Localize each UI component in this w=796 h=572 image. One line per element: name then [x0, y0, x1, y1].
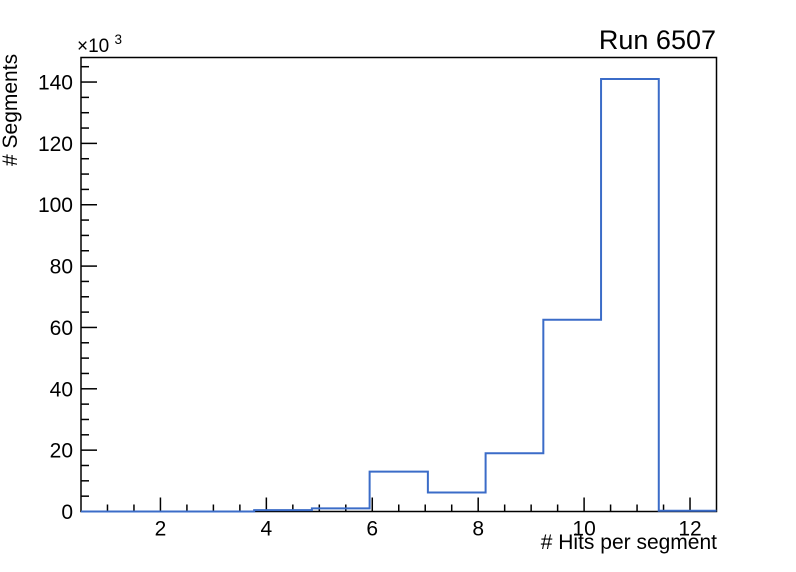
x-tick-label: 8 — [472, 518, 484, 541]
x-tick-label: 6 — [366, 518, 378, 541]
y-axis-title: # Segments — [0, 54, 22, 166]
plot-frame-group — [80, 56, 718, 513]
y-tick-label: 20 — [50, 440, 73, 463]
x-tick-label: 12 — [678, 518, 701, 541]
y-axis-multiplier-exponent: 3 — [115, 32, 123, 47]
histogram-series-group — [81, 77, 717, 513]
x-tick-label: 10 — [572, 518, 595, 541]
y-tick-label: 60 — [50, 317, 73, 340]
y-tick-label: 80 — [50, 256, 73, 279]
plot-frame — [80, 56, 718, 513]
y-tick-label: 0 — [61, 501, 73, 524]
y-axis-multiplier-base: ×10 — [77, 36, 109, 57]
x-tick-label: 2 — [155, 518, 167, 541]
y-tick-label: 100 — [38, 194, 73, 217]
y-tick-label: 120 — [38, 133, 73, 156]
axis-ticks-group — [81, 65, 691, 513]
x-tick-label: 4 — [261, 518, 273, 541]
histogram-line — [81, 77, 717, 513]
y-axis-multiplier: ×10 3 — [77, 32, 122, 57]
y-tick-label: 40 — [50, 378, 73, 401]
plot-title: Run 6507 — [599, 25, 716, 55]
x-axis-title: # Hits per segment — [541, 531, 717, 554]
y-tick-label: 140 — [38, 72, 73, 95]
